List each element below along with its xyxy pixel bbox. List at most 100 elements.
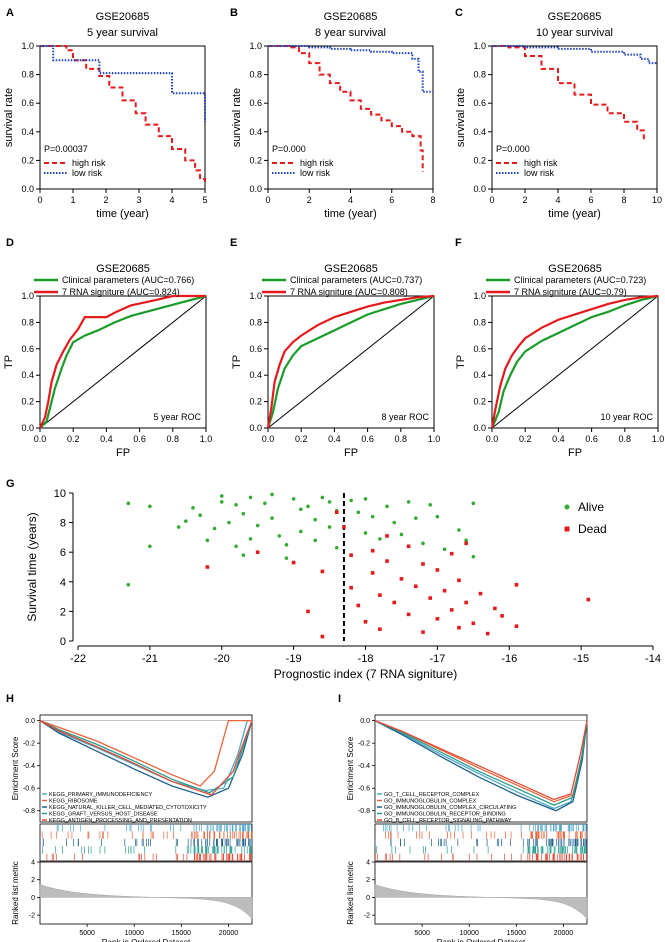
scatter-point-alive [277,534,282,538]
plot-frame [267,45,434,190]
plot-frame [39,295,207,429]
y-tick-label: 0.6 [473,98,486,108]
y2-tick-label: 0 [31,895,35,902]
scatter-point-dead [406,544,411,549]
legend-label: Clinical parameters (AUC=0.723) [514,275,646,285]
legend-label: KEGG_GRAFT_VERSUS_HOST_DISEASE [49,812,158,818]
x-tick-label: 0.8 [395,434,408,444]
y-tick-label: 1.0 [249,41,262,51]
scatter-point-alive [327,500,332,504]
x-tick-label: 0.0 [34,434,47,444]
scatter-point-dead [205,565,210,569]
panel-label-E: E [230,237,237,249]
x-axis-label: Rank in Ordered Dataset [102,938,191,942]
y-axis-label: TP [3,355,15,369]
scatter-point-dead [378,593,382,597]
series-line-clinical-parameters-auc-0-723- [490,294,659,429]
y-tick-label: 10 [54,488,66,500]
ranked-metric-area [39,884,253,920]
y-tick-label: 2 [60,606,66,618]
x-tick-label: 0.0 [262,434,275,444]
x-tick-label: -15 [573,653,589,665]
y2-tick-label: 0 [366,895,370,902]
scatter-point-dead [435,568,440,572]
y-tick-label: 1.0 [21,291,34,301]
gsea-plot-go: 0.0 -0.2 -0.4 -0.6 -0.8 Enrichment Score GO_T_… [346,714,588,942]
y2-tick-label: -2 [364,913,370,920]
legend-swatch [564,504,570,510]
x-tick-label: 2 [307,195,312,205]
x-tick-label: 1.0 [428,434,441,444]
plot-frame [491,295,659,429]
scatter-point-alive [198,513,202,517]
x-tick-label: 5000 [79,930,95,937]
scatter-point-alive [219,494,224,498]
y-tick-label: 0.6 [21,98,34,108]
x-tick-label: 10000 [459,930,479,937]
x-tick-label: 0.4 [328,434,341,444]
chart-subtitle: 10 year survival [536,27,613,39]
y-tick-label: 0.2 [473,155,486,165]
scatter-point-alive [306,504,310,509]
scatter-point-alive [363,531,368,535]
x-tick-label: 3 [136,195,141,205]
scatter-point-dead [255,550,260,554]
y-tick-label: 0.0 [21,423,34,433]
x-tick-label: 0.6 [585,434,598,444]
y-tick-label: -0.2 [358,741,370,748]
y-tick-label: 0.0 [249,423,262,433]
x-tick-label: 15000 [507,930,527,937]
x-tick-label: 0 [265,195,270,205]
scatter-point-alive [148,544,152,549]
scatter-point-alive [457,528,461,532]
y-tick-label: 0.8 [249,317,262,327]
x-tick-label: -18 [358,653,374,665]
x-tick-label: 2 [522,195,527,205]
scatter-point-alive [176,525,181,529]
y-axis-label: survival rate [455,88,467,147]
scatter-point-dead [414,584,418,589]
scatter-point-alive [299,507,303,512]
y-tick-label: 0.0 [25,718,35,725]
x-tick-label: 1.0 [652,434,665,444]
series-line-low-risk [268,45,433,93]
scatter-point-dead [478,591,483,596]
scatter-point-dead [442,588,447,593]
x-tick-label: 0.2 [519,434,532,444]
scatter-point-dead [449,551,454,556]
scatter-prognostic-index: -22 -21 -20 -19 -18 -17 -16 -15 -14 0 2 4 6 8 10 Progno… [25,488,661,681]
series-line-high-risk [268,45,424,172]
x-tick-label: 8 [621,195,626,205]
scatter-point-alive [227,520,231,525]
scatter-point-dead [514,624,519,628]
chart-title: GSE20685 [96,11,150,23]
x-tick-label: -16 [501,653,517,665]
scatter-point-alive [471,554,476,559]
scatter-point-alive [205,538,210,543]
scatter-point-alive [234,503,238,507]
panel-label-F: F [455,237,462,249]
scatter-point-dead [363,619,368,624]
y-tick-label: 1.0 [21,41,34,51]
x-tick-label: -17 [429,653,445,665]
legend-label: 7 RNA signiture (AUC=0.79) [514,287,627,297]
es-frame [39,714,253,823]
y-tick-label: 0.4 [249,127,262,137]
chart-subtitle: 5 year survival [87,27,158,39]
x-tick-label: 4 [169,195,174,205]
y-tick-label: 1.0 [473,291,486,301]
x-tick-label: 0.8 [167,434,180,444]
scatter-point-alive [313,538,317,543]
series-line-7-rna-signiture-auc-0-79- [490,294,659,429]
scatter-point-alive [255,523,260,528]
scatter-point-alive [241,511,246,516]
roc-note: 10 year ROC [600,412,653,422]
series-line-7-rna-signiture-auc-0-808- [266,294,435,429]
scatter-point-dead [514,582,519,587]
legend-label: low risk [524,168,555,178]
y-tick-label: 0.2 [249,397,262,407]
y-axis-label: TP [231,355,243,369]
diagonal-reference [491,295,659,429]
km-plot-10-year: 0 2 4 6 8 10 0.0 0.2 0.4 0.6 0.8 1.0 GSE20685 10 year… [455,11,662,220]
scatter-point-alive [234,544,238,549]
